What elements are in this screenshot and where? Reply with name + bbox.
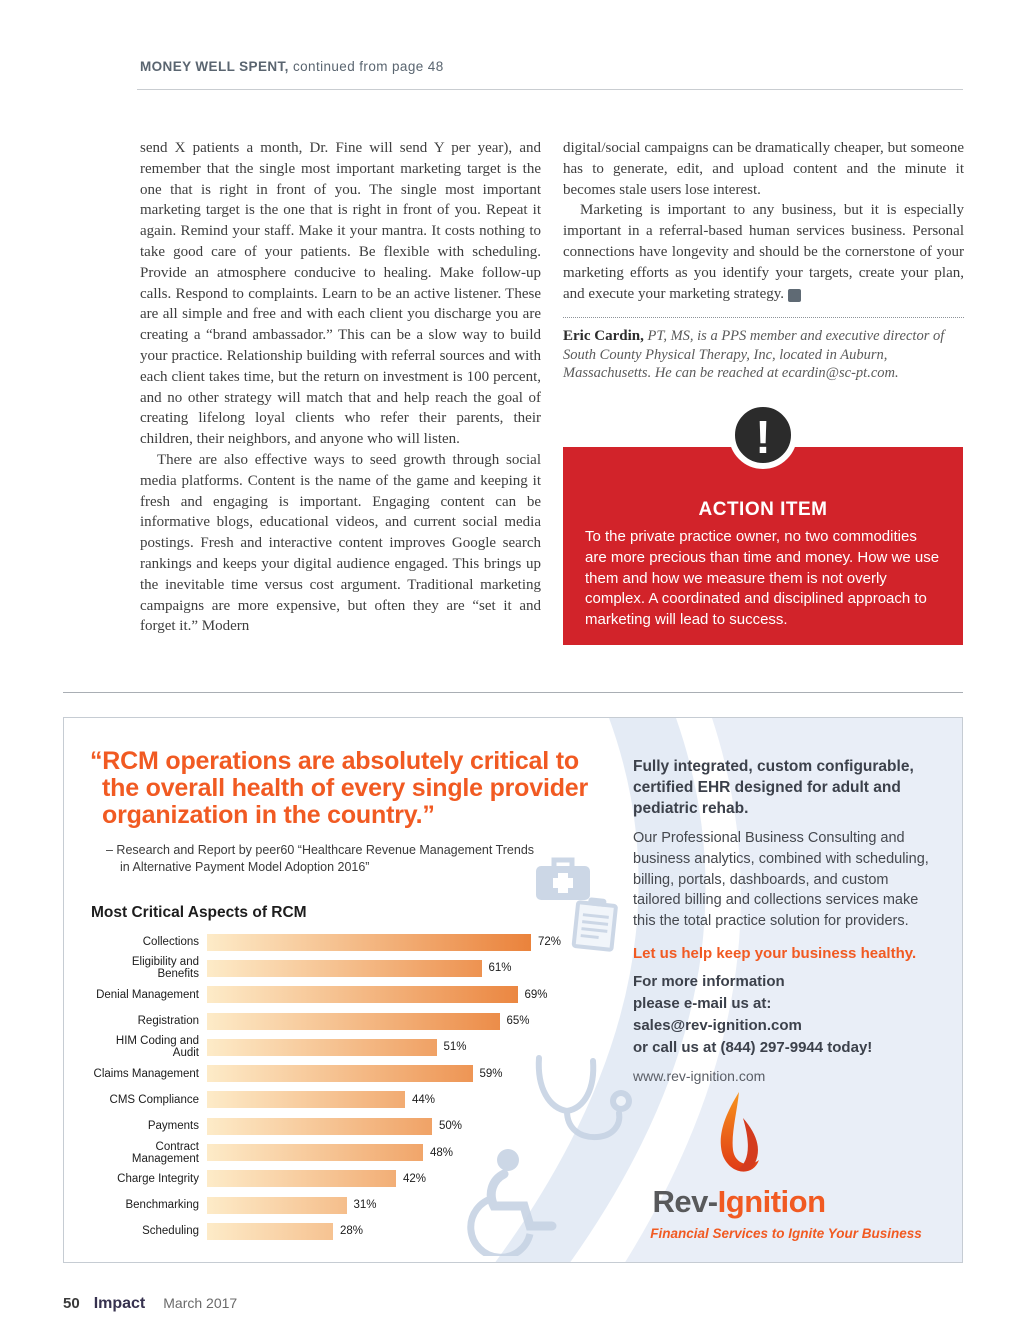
chart-value-label: 31% [353,1199,377,1212]
chart-value-label: 42% [403,1172,427,1185]
chart-row: Scheduling 28% [91,1218,561,1244]
chart-value-label: 48% [430,1146,454,1159]
ad-contact-block: For more information please e-mail us at… [633,971,935,1059]
chart-row: Eligibility and Benefits 61% [91,955,561,981]
chart-value-label: 28% [340,1225,364,1238]
chart-bar [207,1222,333,1240]
action-item-box: ! ACTION ITEM To the private practice ow… [563,401,963,645]
exclamation-icon: ! [729,401,797,469]
chart-row: Denial Management 69% [91,982,561,1008]
advertisement: “RCM operations are absolutely critical … [63,717,963,1263]
action-item-body: To the private practice owner, no two co… [585,528,940,629]
chart-category-label: Contract Management [131,1140,199,1165]
article-continuation-header: MONEY WELL SPENT, continued from page 48 [140,59,444,74]
chart-bar [207,1038,437,1056]
chart-category-label: Charge Integrity [117,1172,199,1185]
chart-bar [207,933,531,951]
chart-value-label: 69% [524,988,548,1001]
chart-row: Charge Integrity 42% [91,1166,561,1192]
page-number: 50 [63,1295,80,1312]
chart-value-label: 50% [439,1120,463,1133]
page-footer: 50 Impact March 2017 [63,1295,237,1313]
contact-email: sales@rev-ignition.com [633,1016,802,1034]
chart-category-label: Claims Management [93,1067,199,1080]
wheelchair-patient-icon [467,1149,557,1256]
chart-value-label: 59% [479,1067,503,1080]
chart-category-label: Registration [137,1015,199,1028]
chart-row: HIM Coding and Audit 51% [91,1034,561,1060]
chart-bar [207,1091,405,1109]
chart-value-label: 61% [488,962,512,975]
chart-bar [207,1012,500,1030]
paragraph: send X patients a month, Dr. Fine will s… [140,140,541,448]
chart-bar [207,1065,473,1083]
chart-value-label: 44% [412,1093,436,1106]
section-divider [63,692,963,693]
issue-date: March 2017 [163,1295,238,1311]
chart-value-label: 65% [506,1015,530,1028]
chart-bar [207,1170,396,1188]
action-item-title: ACTION ITEM [698,499,828,520]
chart-row: Benchmarking 31% [91,1192,561,1218]
author-bio: Eric Cardin, PT, MS, is a PPS member and… [563,317,964,383]
chart-bar [207,986,518,1004]
ad-quote-attribution: – Research and Report by peer60 “Healthc… [106,843,535,874]
chart-category-label: Denial Management [96,988,199,1001]
chart-category-label: Collections [142,936,199,949]
first-aid-kit-icon [536,857,590,900]
chart-category-label: Payments [147,1120,199,1133]
logo-wordmark: Rev-Ignition [594,1184,884,1220]
chart-row: Payments 50% [91,1113,561,1139]
ad-copy-column: Fully integrated, custom configurable, c… [633,756,935,1084]
background-swoosh [495,718,962,1262]
paragraph: Marketing is important to any business, … [563,200,964,304]
chart-category-label: CMS Compliance [109,1093,199,1106]
ad-website-url: www.rev-ignition.com [633,1067,766,1084]
paragraph: digital/social campaigns can be dramatic… [563,140,964,198]
chart-row: Claims Management 59% [91,1060,561,1086]
end-of-article-icon: I [787,288,808,302]
paragraph: There are also effective ways to seed gr… [140,451,541,635]
article-left-column: send X patients a month, Dr. Fine will s… [140,138,541,637]
chart-row: Contract Management 48% [91,1139,561,1165]
contact-phone-line: or call us at (844) 297-9944 today! [633,1038,873,1056]
stethoscope-icon [535,1055,632,1141]
header-title: MONEY WELL SPENT, [140,59,289,74]
rev-ignition-logo: Rev-Ignition [594,1090,884,1220]
chart-category-label: Benchmarking [125,1199,199,1212]
chart-value-label: 51% [443,1041,467,1054]
ad-body-text: Our Professional Business Consulting and… [633,830,929,930]
logo-tagline: Financial Services to Ignite Your Busine… [650,1226,922,1241]
contact-line: please e-mail us at: [633,994,772,1012]
chart-value-label: 72% [538,936,562,949]
header-rule [137,89,963,90]
magazine-name: Impact [93,1295,146,1312]
chart-bar [207,1196,347,1214]
chart-category-label: Eligibility and Benefits [131,956,199,981]
flame-icon [720,1092,759,1172]
header-subtitle: continued from page 48 [288,59,444,74]
ad-headline: Fully integrated, custom configurable, c… [633,758,914,817]
logo-ignition: Ignition [717,1184,826,1219]
chart-row: Registration 65% [91,1008,561,1034]
contact-line: For more information [633,972,785,990]
paragraph-text: Marketing is important to any business, … [563,202,964,302]
article-right-column: digital/social campaigns can be dramatic… [563,138,964,383]
ad-quote: “RCM operations are absolutely critical … [90,747,589,829]
logo-rev: Rev- [652,1184,718,1219]
chart-title: Most Critical Aspects of RCM [91,904,307,921]
clipboard-icon [571,897,618,952]
chart-category-label: HIM Coding and Audit [115,1035,199,1060]
chart-bar [207,1144,423,1162]
author-bio-text: PT, MS, is a PPS member and executive di… [563,328,945,382]
chart-bar [207,959,482,977]
ad-orange-tagline: Let us help keep your business healthy. [633,944,917,962]
chart-category-label: Scheduling [142,1225,199,1238]
chart-row: CMS Compliance 44% [91,1087,561,1113]
rcm-bar-chart: Collections 72% Eligibility and Benefits 61… [91,929,561,1245]
chart-row: Collections 72% [91,929,561,955]
author-name: Eric Cardin, [563,328,644,345]
chart-bar [207,1117,432,1135]
